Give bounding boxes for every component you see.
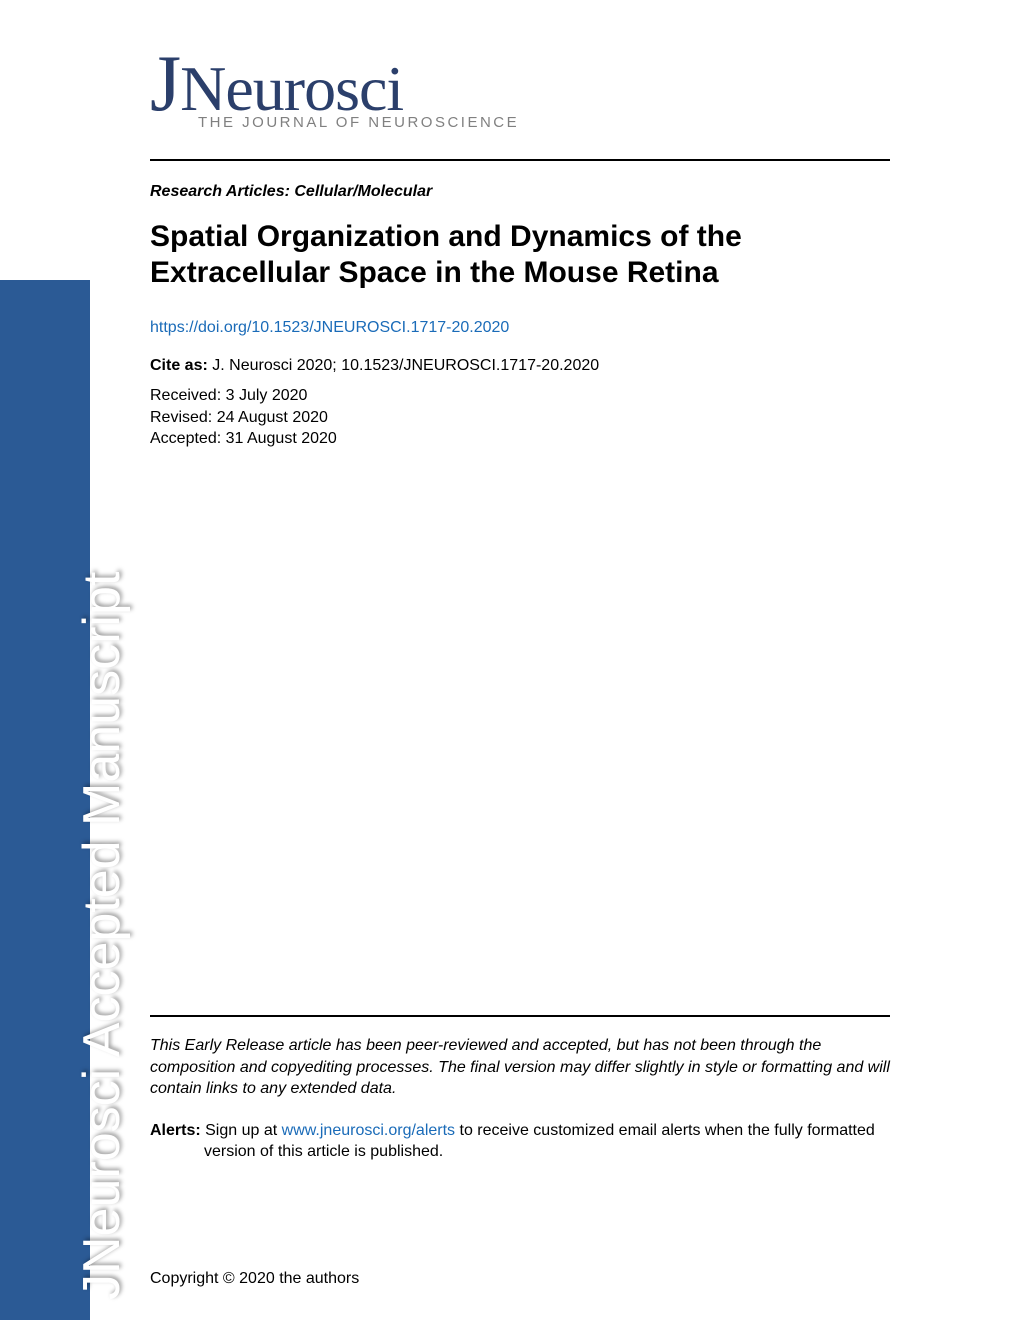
- divider-bottom: [150, 1015, 890, 1017]
- sidebar-label: JNeurosci Accepted Manuscript: [72, 572, 132, 1300]
- article-title: Spatial Organization and Dynamics of the…: [150, 219, 870, 291]
- alerts-link[interactable]: www.jneurosci.org/alerts: [282, 1122, 455, 1139]
- doi-link[interactable]: https://doi.org/10.1523/JNEUROSCI.1717-2…: [150, 319, 930, 337]
- date-received: Received: 3 July 2020: [150, 385, 930, 407]
- cite-text: J. Neurosci 2020; 10.1523/JNEUROSCI.1717…: [208, 357, 599, 374]
- publication-dates: Received: 3 July 2020 Revised: 24 August…: [150, 385, 930, 450]
- logo-subtitle: THE JOURNAL OF NEUROSCIENCE: [198, 114, 930, 131]
- footer-block: This Early Release article has been peer…: [150, 1015, 890, 1163]
- alerts-notice: Alerts: Sign up at www.jneurosci.org/ale…: [150, 1120, 890, 1163]
- sidebar-accepted-manuscript: JNeurosci Accepted Manuscript: [0, 0, 90, 1320]
- article-category: Research Articles: Cellular/Molecular: [150, 183, 930, 201]
- citation-line: Cite as: J. Neurosci 2020; 10.1523/JNEUR…: [150, 357, 930, 375]
- main-content: JNeurosci THE JOURNAL OF NEUROSCIENCE Re…: [150, 0, 930, 1320]
- date-accepted: Accepted: 31 August 2020: [150, 428, 930, 450]
- logo-wordmark: JNeurosci: [150, 48, 930, 120]
- divider-top: [150, 159, 890, 161]
- early-release-disclaimer: This Early Release article has been peer…: [150, 1035, 890, 1100]
- copyright-notice: Copyright © 2020 the authors: [150, 1270, 359, 1288]
- alerts-pre: Sign up at: [201, 1122, 282, 1139]
- cite-label: Cite as:: [150, 357, 208, 374]
- alerts-label: Alerts:: [150, 1122, 201, 1139]
- date-revised: Revised: 24 August 2020: [150, 407, 930, 429]
- journal-logo: JNeurosci THE JOURNAL OF NEUROSCIENCE: [150, 48, 930, 131]
